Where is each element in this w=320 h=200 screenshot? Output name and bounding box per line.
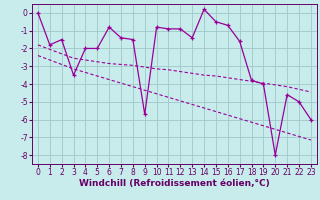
X-axis label: Windchill (Refroidissement éolien,°C): Windchill (Refroidissement éolien,°C) xyxy=(79,179,270,188)
